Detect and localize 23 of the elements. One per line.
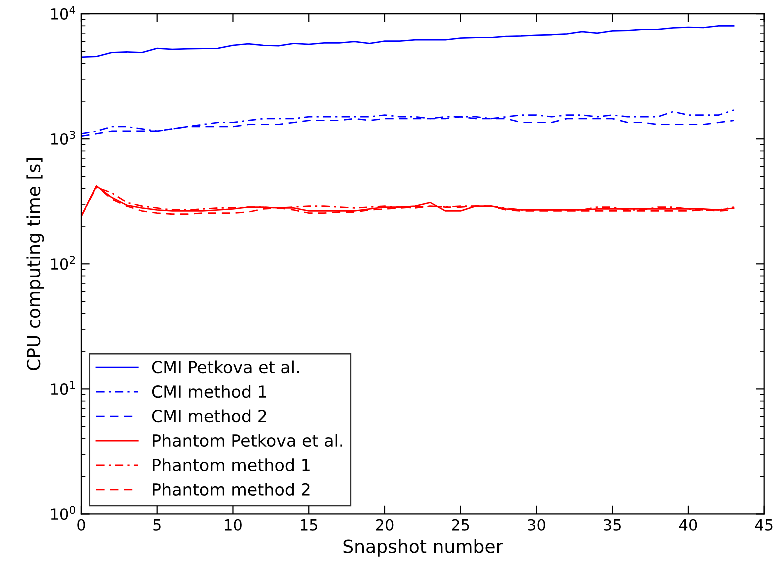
x-tick-label: 40 bbox=[680, 519, 698, 531]
y-tick-label: 10$^{2}$ bbox=[51, 256, 76, 270]
x-tick-label: 30 bbox=[528, 519, 546, 531]
x-axis-title: Snapshot number bbox=[344, 539, 504, 557]
y-tick-label: 10$^{3}$ bbox=[51, 130, 76, 145]
legend-label: Phantom Petkova et al. bbox=[153, 434, 342, 448]
x-tick-label: 25 bbox=[452, 519, 470, 531]
y-tick-label: 10$^{0}$ bbox=[51, 506, 76, 520]
y-tick-label: 10$^{4}$ bbox=[51, 6, 76, 20]
x-tick-label: 10 bbox=[225, 519, 242, 531]
legend-label: Phantom method 1 bbox=[153, 458, 310, 472]
y-tick-label: 10$^{1}$ bbox=[51, 381, 76, 396]
x-tick-label: 45 bbox=[755, 520, 773, 531]
x-tick-label: 0 bbox=[78, 519, 86, 531]
y-axis-title: CPU computing time [s] bbox=[26, 158, 44, 370]
legend-label: CMI Petkova et al. bbox=[152, 360, 299, 374]
x-tick-label: 5 bbox=[154, 520, 161, 531]
legend-label: CMI method 1 bbox=[152, 385, 266, 398]
x-tick-label: 20 bbox=[376, 519, 394, 531]
legend-label: CMI method 2 bbox=[152, 410, 266, 423]
legend-label: Phantom method 2 bbox=[153, 483, 310, 496]
x-tick-label: 15 bbox=[301, 520, 318, 531]
x-tick-label: 35 bbox=[604, 519, 621, 531]
